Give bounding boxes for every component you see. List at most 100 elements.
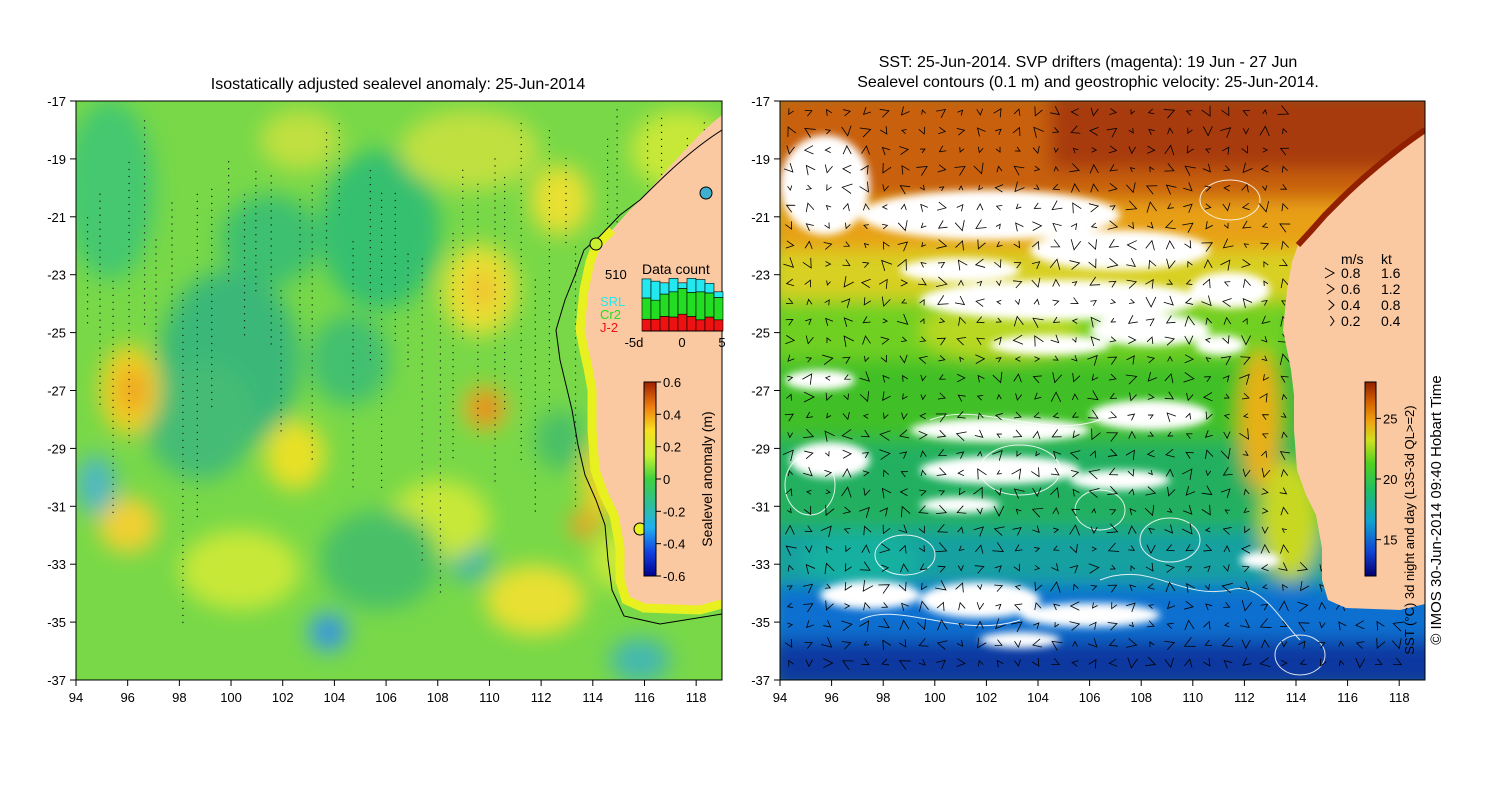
x-tick-label: 108 <box>1130 690 1152 705</box>
sla-data-dot <box>143 260 146 262</box>
sla-data-dot <box>616 165 618 167</box>
velocity-arrow <box>1149 641 1155 648</box>
velocity-arrow <box>1281 240 1289 250</box>
velocity-arrow <box>788 108 794 116</box>
sla-data-dot <box>270 189 272 191</box>
velocity-arrow <box>938 317 946 324</box>
velocity-arrow <box>901 412 908 420</box>
sla-data-dot <box>99 235 101 237</box>
velocity-arrow <box>844 563 852 572</box>
sla-data-dot <box>280 297 282 299</box>
velocity-arrow <box>1222 335 1230 345</box>
velocity-arrow <box>1090 222 1098 229</box>
velocity-arrow <box>1050 391 1062 403</box>
sla-data-dot <box>574 393 577 395</box>
sla-data-dot <box>477 330 479 332</box>
velocity-arrow <box>1242 392 1250 400</box>
velocity-arrow <box>1108 411 1118 419</box>
sla-data-dot <box>270 329 272 331</box>
velocity-arrow <box>1241 600 1253 612</box>
velocity-arrow <box>1126 240 1137 251</box>
sla-data-dot <box>439 360 442 362</box>
velocity-arrow <box>1318 601 1327 611</box>
sla-data-dot <box>477 309 479 311</box>
sla-data-dot <box>494 207 496 209</box>
sla-data-dot <box>128 259 130 262</box>
sla-data-dot <box>311 402 313 404</box>
velocity-arrow <box>1186 583 1195 593</box>
sla-data-dot <box>352 339 354 341</box>
velocity-arrow <box>842 259 851 267</box>
velocity-arrow <box>1184 354 1194 364</box>
sla-data-dot <box>616 207 618 209</box>
sla-data-dot <box>494 221 496 223</box>
sla-data-dot <box>421 307 423 309</box>
velocity-arrow <box>1183 203 1193 213</box>
velocity-arrow <box>1051 429 1062 438</box>
velocity-arrow <box>1014 146 1021 152</box>
sla-data-dot <box>548 368 551 370</box>
velocity-arrow <box>996 659 1004 668</box>
sla-data-dot <box>311 220 313 222</box>
sla-data-dot <box>452 415 454 417</box>
velocity-legend-header-kt: kt <box>1381 251 1392 267</box>
velocity-arrow <box>1148 128 1155 135</box>
velocity-legend-arrow <box>1326 283 1335 295</box>
velocity-arrow <box>788 469 794 476</box>
velocity-arrow <box>1185 544 1194 552</box>
velocity-arrow <box>1032 375 1043 384</box>
sla-data-dot <box>477 295 479 297</box>
sla-data-dot <box>520 136 522 139</box>
sla-data-dot <box>421 356 423 358</box>
sla-data-dot <box>299 297 301 299</box>
sla-data-dot <box>452 338 454 340</box>
velocity-arrow <box>826 337 832 344</box>
velocity-arrow <box>937 523 948 533</box>
velocity-arrow <box>879 126 888 135</box>
sla-data-dot <box>243 292 246 294</box>
sla-data-dot <box>565 206 567 209</box>
sla-data-dot <box>421 440 423 442</box>
velocity-arrow <box>826 280 831 286</box>
sla-data-dot <box>477 288 479 290</box>
sla-data-dot <box>325 181 328 183</box>
data-count-bar-cr2 <box>650 299 661 320</box>
velocity-arrow <box>1280 544 1289 554</box>
velocity-arrow <box>1109 205 1116 211</box>
velocity-arrow <box>1261 222 1269 228</box>
sla-data-dot <box>211 258 213 261</box>
sla-data-dot <box>421 552 423 554</box>
velocity-arrow <box>1052 183 1060 191</box>
sla-data-dot <box>369 288 371 291</box>
sla-data-dot <box>112 434 114 436</box>
sla-data-dot <box>477 400 479 402</box>
sla-data-dot <box>520 269 522 272</box>
sla-data-dot <box>504 274 506 277</box>
sla-data-dot <box>325 139 328 141</box>
sla-data-dot <box>338 158 340 160</box>
velocity-arrow <box>826 184 832 192</box>
sla-data-dot <box>99 305 101 307</box>
sla-data-dot <box>182 467 184 470</box>
sla-data-dot <box>452 310 454 312</box>
sla-data-dot <box>280 325 282 327</box>
velocity-arrow <box>1164 524 1174 534</box>
y-tick-label: -35 <box>751 615 770 630</box>
sla-data-dot <box>311 185 313 187</box>
sla-data-dot <box>439 374 442 376</box>
sla-data-dot <box>574 365 577 367</box>
sla-data-dot <box>280 332 282 334</box>
sla-data-dot <box>548 256 551 258</box>
sla-data-dot <box>211 237 213 240</box>
velocity-arrow <box>977 239 986 250</box>
sla-data-dot <box>255 262 257 264</box>
velocity-arrow <box>882 241 890 250</box>
sla-data-dot <box>280 339 282 341</box>
sla-data-dot <box>504 239 506 242</box>
velocity-arrow <box>1165 468 1174 478</box>
velocity-arrow <box>1069 260 1081 270</box>
sla-data-dot <box>352 486 354 488</box>
sla-data-dot <box>255 227 257 229</box>
sla-data-dot <box>299 234 301 236</box>
velocity-arrow <box>841 641 852 650</box>
